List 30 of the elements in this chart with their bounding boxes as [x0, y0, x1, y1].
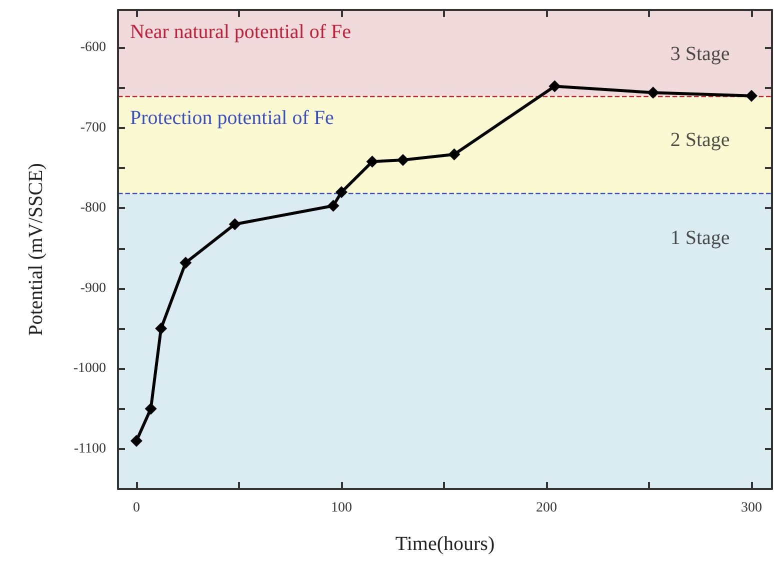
band-label: Near natural potential of Fe — [130, 21, 352, 43]
point — [180, 256, 192, 269]
point — [746, 90, 758, 102]
point — [647, 86, 660, 99]
point — [327, 200, 340, 212]
point — [548, 80, 561, 92]
y-tick-label: -600 — [80, 40, 106, 56]
annotation: 2 Stage — [670, 128, 730, 151]
x-tick-label: 200 — [536, 500, 557, 516]
point — [335, 186, 348, 198]
annotation: 3 Stage — [670, 43, 730, 66]
y-tick-label: -700 — [80, 120, 106, 136]
y-tick-label: -800 — [80, 200, 106, 216]
x-tick-label: 300 — [741, 500, 762, 516]
x-axis-title: Time(hours) — [395, 533, 495, 555]
point — [448, 148, 460, 160]
x-tick-label: 100 — [330, 500, 352, 516]
point — [130, 434, 142, 447]
point — [366, 156, 378, 168]
point — [155, 322, 168, 335]
point — [396, 154, 409, 166]
point — [228, 218, 241, 230]
y-tick-label: -900 — [80, 280, 106, 296]
y-axis-title: Potential (mV/SSCE) — [25, 163, 47, 336]
point — [144, 402, 157, 415]
x-tick-label: 0 — [132, 500, 140, 516]
band-label: Protection potential of Fe — [130, 106, 334, 129]
annotation: 1 Stage — [670, 226, 730, 249]
y-tick-label: -1000 — [73, 361, 106, 376]
y-tick-label: -1100 — [74, 441, 106, 456]
